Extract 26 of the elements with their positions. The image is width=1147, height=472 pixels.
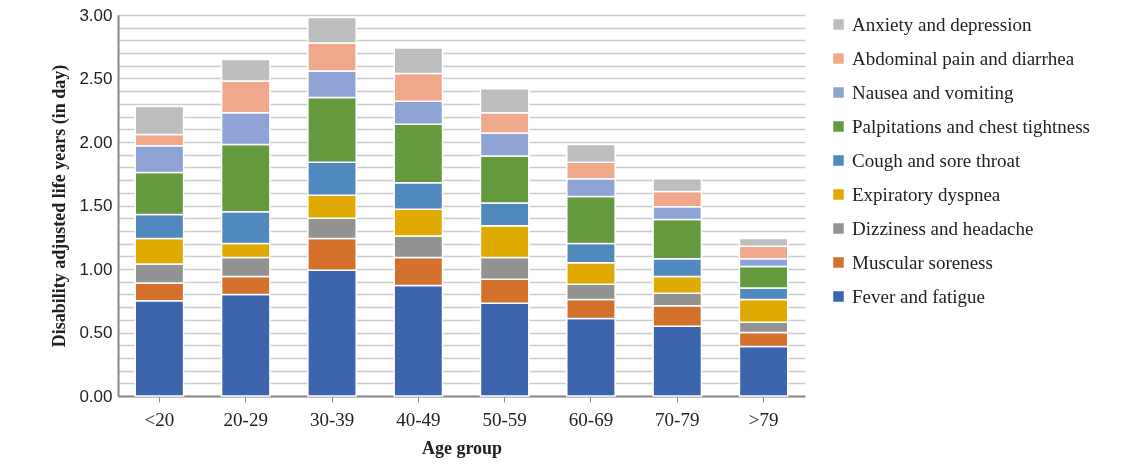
legend-label: Muscular soreness [852, 251, 993, 273]
legend-label: Abdominal pain and diarrhea [852, 47, 1075, 69]
x-axis-title: Age group [421, 437, 503, 458]
y-tick-label: 2.50 [79, 69, 113, 88]
x-tick-label: 60-69 [568, 408, 614, 430]
legend-label: Palpitations and chest tightness [852, 115, 1091, 137]
x-tick-label: 40-49 [396, 408, 441, 430]
y-tick-label: 1.00 [79, 259, 113, 279]
legend-label: Dizziness and headache [852, 217, 1034, 239]
x-tick-label: >79 [748, 408, 779, 430]
y-tick-label: 1.50 [79, 196, 113, 215]
legend-label: Cough and sore throat [852, 149, 1022, 171]
legend-label: Anxiety and depression [852, 13, 1032, 35]
x-tick-label: <20 [144, 408, 175, 430]
y-tick-label: 3.00 [79, 5, 113, 25]
legend-label: Expiratory dyspnea [852, 183, 1001, 205]
legend-label: Fever and fatigue [852, 285, 985, 307]
x-tick-label: 30-39 [309, 408, 355, 430]
x-tick-label: 70-79 [655, 408, 700, 430]
y-tick-label: 0.00 [79, 386, 113, 406]
x-tick-label: 20-29 [223, 408, 268, 430]
y-tick-label: 0.50 [79, 323, 113, 342]
legend-label: Nausea and vomiting [852, 81, 1014, 103]
y-tick-label: 2.00 [79, 132, 113, 152]
y-axis-title: Disability adjusted life years (in day) [49, 64, 71, 348]
x-tick-label: 50-59 [482, 408, 527, 430]
